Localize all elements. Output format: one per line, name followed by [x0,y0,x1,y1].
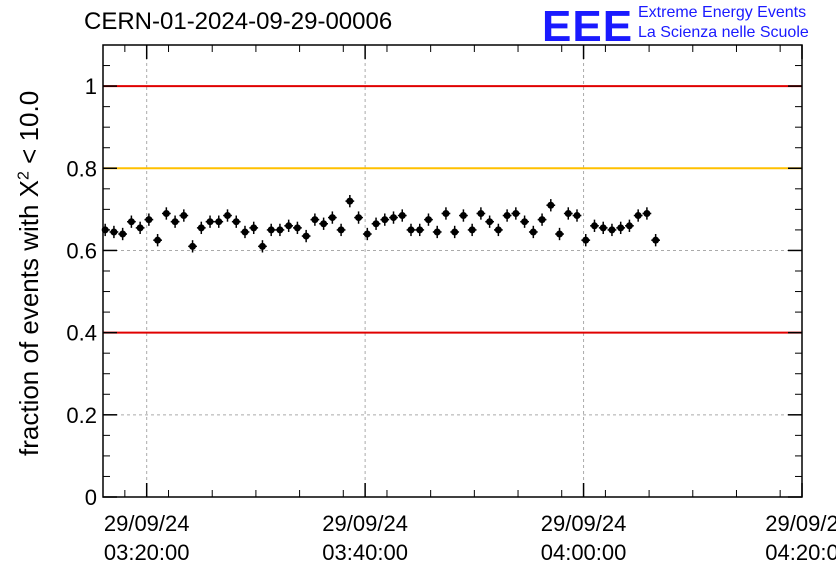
x-tick-label-time: 04:20:0 [765,540,836,565]
data-point [180,212,188,220]
data-point [433,228,441,236]
data-point [512,209,520,217]
data-point [407,226,415,234]
data-point [486,218,494,226]
data-point [258,242,266,250]
data-point [459,212,467,220]
data-point [608,226,616,234]
data-point [442,209,450,217]
data-point [634,212,642,220]
x-tick-label-time: 03:40:00 [322,540,408,565]
data-point [468,226,476,234]
y-axis-label-prefix: fraction of events with [14,197,44,456]
data-point [250,224,258,232]
data-point [311,216,319,224]
logo-text-line1: Extreme Energy Events [638,4,807,21]
data-point [189,242,197,250]
data-point [337,226,345,234]
y-axis-label-exponent: 2 [15,171,33,180]
data-point [529,228,537,236]
logo-text-line2: La Scienza nelle Scuole [638,24,809,41]
y-axis-label-chi: X [14,179,44,198]
data-point [145,216,153,224]
data-point [302,232,310,240]
data-point [224,212,232,220]
data-point [320,220,328,228]
data-point [652,236,660,244]
data-point [215,218,223,226]
y-axis-label: fraction of events with X2 < 10.0 [14,91,45,456]
y-tick-label: 0 [85,485,97,510]
chart-title: CERN-01-2024-09-29-00006 [84,8,393,35]
data-point [390,214,398,222]
data-point [424,216,432,224]
data-point [363,230,371,238]
data-point [101,226,109,234]
data-point [503,212,511,220]
data-point [556,230,564,238]
data-point [206,218,214,226]
data-point [564,209,572,217]
data-point [538,216,546,224]
data-point [162,209,170,217]
data-point [494,226,502,234]
y-tick-label: 0.2 [66,403,97,428]
data-point [346,197,354,205]
data-point [110,228,118,236]
data-point [625,222,633,230]
data-point [232,218,240,226]
data-point [573,212,581,220]
x-tick-label-date: 29/09/2 [765,511,836,536]
data-point [267,226,275,234]
eee-logo-mark: EEE [542,2,634,51]
x-tick-label-date: 29/09/24 [322,511,408,536]
x-tick-label-date: 29/09/24 [541,511,627,536]
x-tick-label-time: 03:20:00 [104,540,190,565]
y-tick-label: 1 [85,74,97,99]
data-point [372,220,380,228]
data-point [293,224,301,232]
data-point [136,224,144,232]
y-tick-label: 0.6 [66,238,97,263]
data-point [328,214,336,222]
data-point [643,209,651,217]
plot-frame [102,44,803,498]
data-point [398,212,406,220]
data-point [582,236,590,244]
data-point [521,218,529,226]
data-point [171,218,179,226]
data-point [197,224,205,232]
data-point [276,226,284,234]
y-tick-label: 0.8 [66,156,97,181]
data-point [285,222,293,230]
data-point [547,201,555,209]
data-point [451,228,459,236]
data-point [355,214,363,222]
data-point [617,224,625,232]
x-tick-label-date: 29/09/24 [104,511,190,536]
y-axis-label-suffix: < 10.0 [14,90,44,172]
data-point [154,236,162,244]
data-point [127,218,135,226]
data-point [381,216,389,224]
data-point [119,230,127,238]
data-point [477,209,485,217]
data-point [599,224,607,232]
data-point [590,222,598,230]
data-point [241,228,249,236]
x-tick-label-time: 04:00:00 [541,540,627,565]
y-tick-label: 0.4 [66,321,97,346]
data-point [416,226,424,234]
